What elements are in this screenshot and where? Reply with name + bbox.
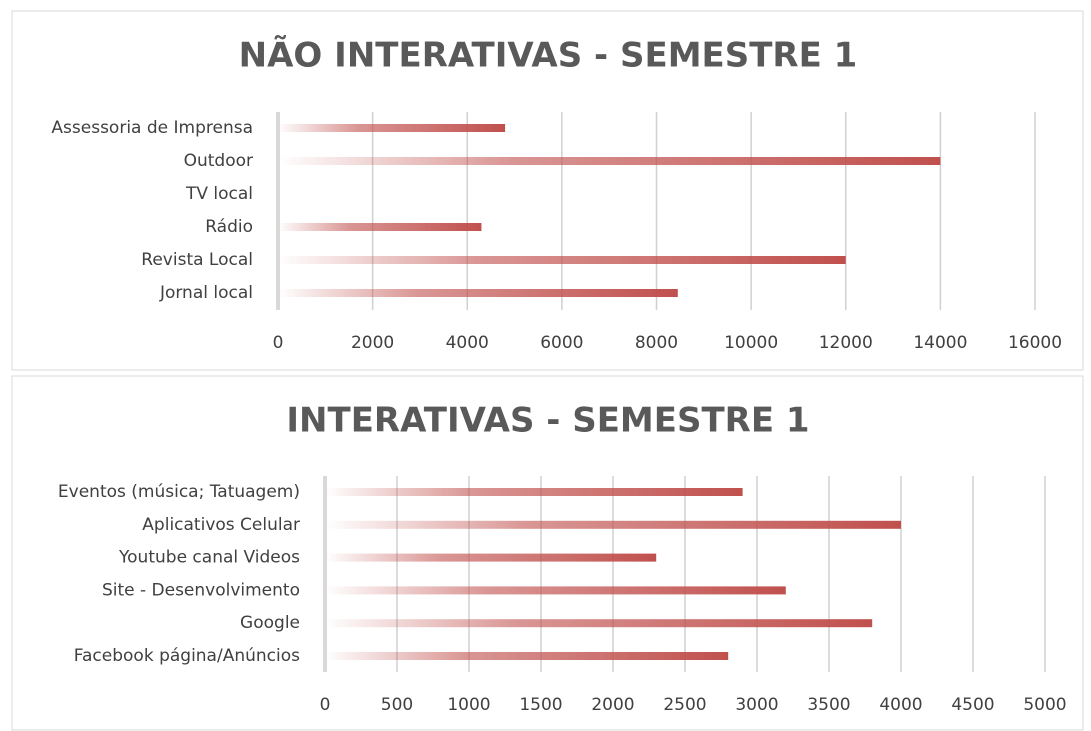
- bar: [325, 586, 786, 595]
- x-tick-label: 14000: [913, 333, 967, 353]
- bar: [278, 223, 482, 231]
- x-tick-label: 12000: [819, 333, 873, 353]
- x-tick-label: 8000: [635, 333, 678, 353]
- y-tick-label: Youtube canal Videos: [118, 548, 300, 568]
- y-tick-label: Site - Desenvolvimento: [102, 580, 300, 600]
- y-tick-label: Jornal local: [159, 283, 253, 303]
- bar: [325, 520, 901, 529]
- y-tick-label: Aplicativos Celular: [142, 515, 300, 535]
- x-tick-label: 4500: [951, 695, 994, 715]
- bar: [278, 124, 506, 132]
- x-tick-label: 6000: [540, 333, 583, 353]
- x-tick-label: 4000: [879, 695, 922, 715]
- x-tick-label: 10000: [724, 333, 778, 353]
- bar: [325, 652, 729, 660]
- bar: [278, 289, 678, 297]
- x-tick-label: 500: [381, 695, 413, 715]
- bar: [325, 553, 657, 562]
- chart-frame: [11, 10, 1084, 371]
- x-tick-label: 1000: [447, 695, 490, 715]
- bar: [325, 619, 873, 628]
- x-tick-label: 2500: [663, 695, 706, 715]
- x-tick-label: 5000: [1023, 695, 1066, 715]
- chart-title: NÃO INTERATIVAS - SEMESTRE 1: [239, 35, 858, 76]
- y-tick-label: Assessoria de Imprensa: [51, 118, 253, 138]
- y-tick-label: Eventos (música; Tatuagem): [58, 482, 300, 502]
- x-tick-label: 0: [273, 333, 284, 353]
- x-tick-label: 1500: [519, 695, 562, 715]
- x-tick-label: 4000: [446, 333, 489, 353]
- y-tick-label: Google: [240, 613, 300, 633]
- x-tick-label: 2000: [351, 333, 394, 353]
- x-tick-label: 3000: [735, 695, 778, 715]
- y-tick-label: Outdoor: [184, 151, 253, 171]
- y-tick-label: TV local: [185, 184, 253, 204]
- y-tick-label: Rádio: [205, 217, 253, 237]
- x-tick-label: 2000: [591, 695, 634, 715]
- bar: [325, 488, 743, 496]
- bar: [278, 256, 846, 264]
- x-tick-label: 16000: [1008, 333, 1062, 353]
- bar: [278, 157, 941, 165]
- y-tick-label: Revista Local: [141, 250, 253, 270]
- x-tick-label: 3500: [807, 695, 850, 715]
- y-tick-label: Facebook página/Anúncios: [74, 646, 300, 666]
- chart-title: INTERATIVAS - SEMESTRE 1: [286, 401, 809, 441]
- chart-frame: [11, 375, 1084, 731]
- x-tick-label: 0: [320, 695, 331, 715]
